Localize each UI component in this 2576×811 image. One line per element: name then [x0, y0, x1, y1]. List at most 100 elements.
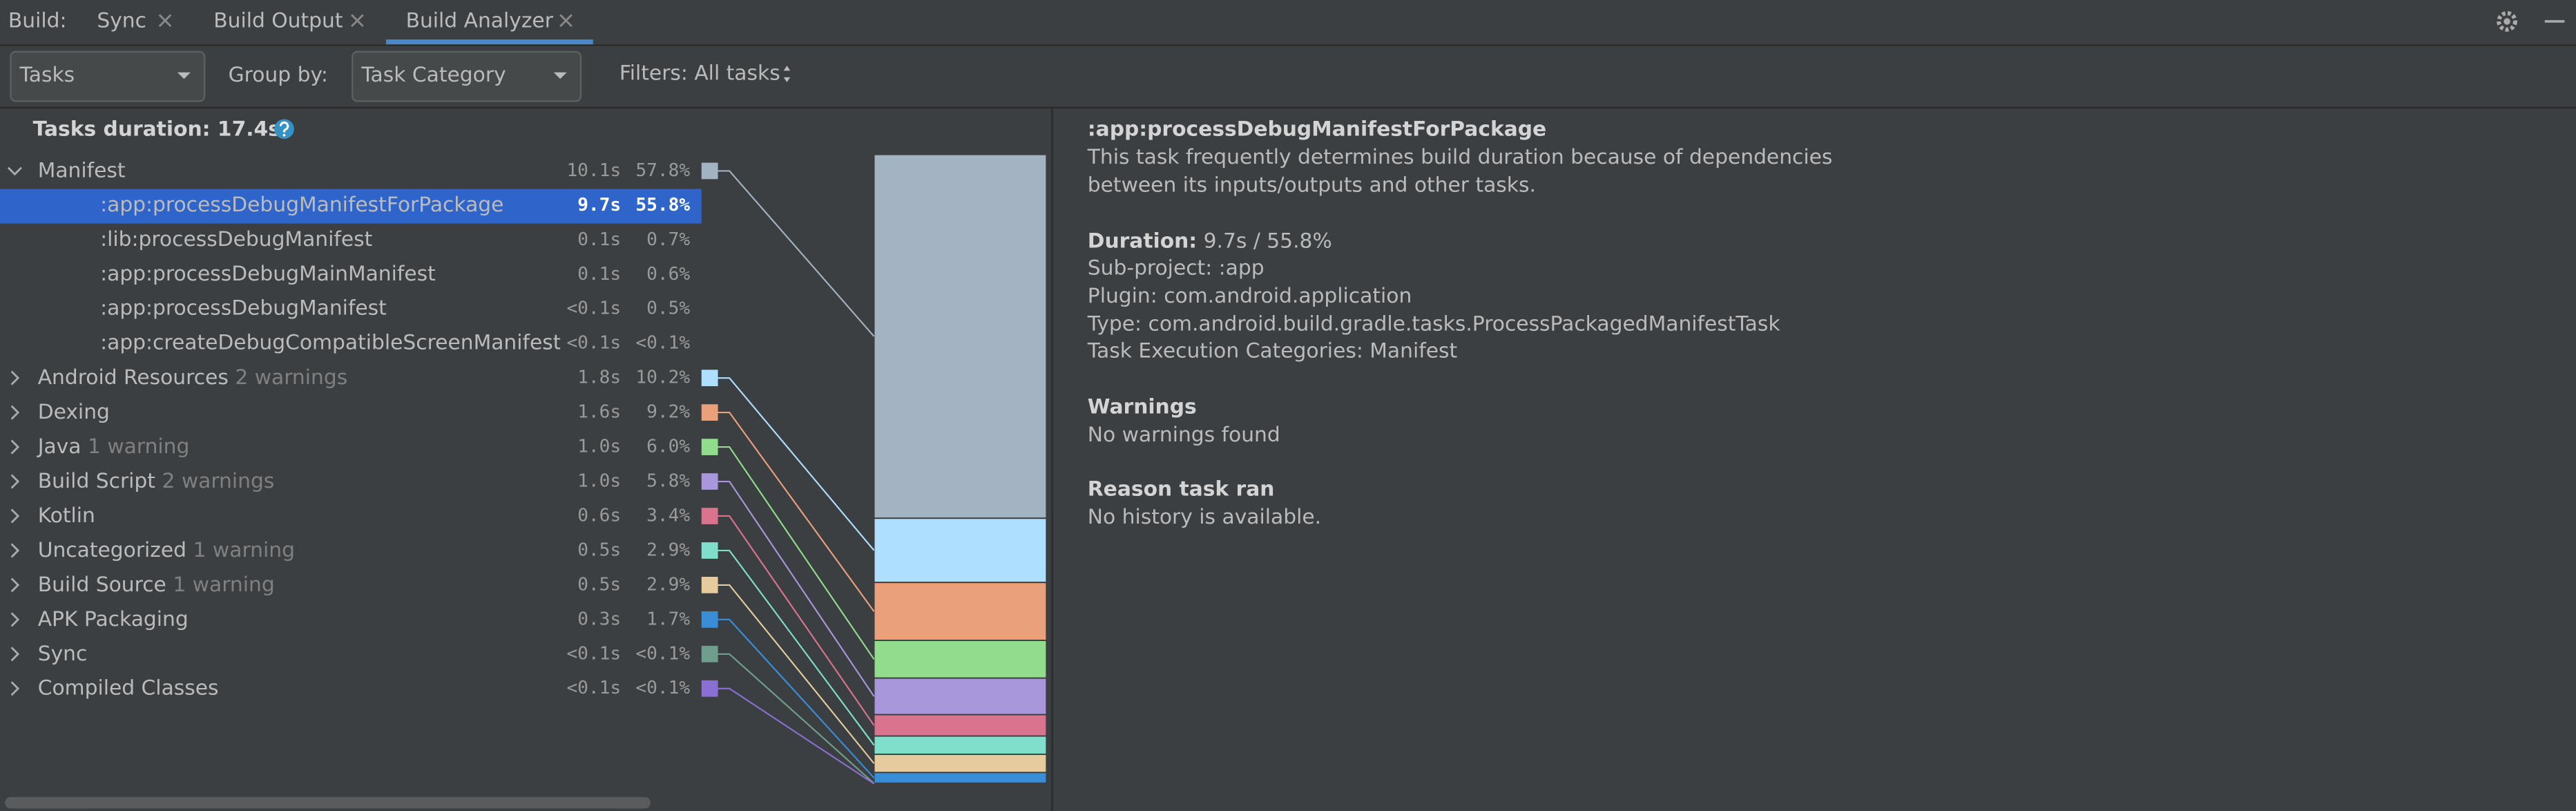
tab[interactable]: Build Output [213, 8, 343, 32]
close-icon[interactable] [351, 14, 364, 28]
detail-property: Type: com.android.build.gradle.tasks.Pro… [1087, 312, 1781, 336]
detail-property: Plugin: com.android.application [1088, 284, 1412, 308]
detail-description: between its inputs/outputs and other tas… [1088, 173, 1536, 197]
category-name: Java [37, 435, 81, 459]
category-row[interactable]: Uncategorized 1 warning [38, 537, 295, 562]
tab-bar [0, 0, 2576, 45]
percent: 6.0% [646, 437, 690, 457]
collapse-icon[interactable] [7, 166, 22, 176]
expand-icon[interactable] [10, 543, 20, 558]
category-row[interactable]: Manifest [38, 158, 126, 182]
duration-label: Duration: [1088, 229, 1197, 253]
connector [718, 446, 875, 660]
category-name: Build Script [38, 469, 155, 493]
warning-note: 1 warning [88, 435, 189, 459]
connector [718, 687, 875, 785]
detail-title: :app:processDebugManifestForPackage [1088, 117, 1546, 141]
category-row[interactable]: Android Resources 2 warnings [38, 365, 347, 390]
category-row[interactable]: Sync [38, 641, 88, 665]
task-duration: 0.1s [577, 229, 621, 250]
category-row[interactable]: APK Packaging [38, 607, 189, 631]
percent: 10.2% [635, 368, 690, 388]
percent: <0.1% [635, 678, 690, 698]
category-name: Kotlin [38, 503, 95, 527]
task-name[interactable]: :app:processDebugManifestForPackage [100, 193, 503, 217]
task-percent: 0.7% [646, 229, 690, 250]
bar-segment [873, 517, 1048, 584]
duration: 1.6s [577, 402, 621, 423]
filter-arrows [783, 66, 791, 82]
duration: 1.0s [577, 471, 621, 492]
percent: 5.8% [646, 471, 690, 492]
group-by-combo[interactable] [352, 50, 582, 102]
bar-segment [873, 735, 1048, 755]
expand-icon[interactable] [10, 474, 20, 489]
task-percent: 55.8% [635, 195, 690, 216]
category-row[interactable]: Java 1 warning [37, 435, 190, 459]
filters[interactable]: Filters: All tasks [619, 61, 780, 86]
percent: 3.4% [646, 505, 690, 526]
category-row[interactable]: Kotlin [38, 503, 95, 527]
scrollbar[interactable] [5, 796, 651, 809]
percent: <0.1% [635, 643, 690, 664]
expand-icon[interactable] [10, 647, 20, 662]
connector [718, 170, 875, 337]
color-swatch [701, 508, 718, 524]
percent: 9.2% [646, 402, 690, 423]
task-duration: <0.1s [566, 333, 621, 354]
color-swatch [701, 576, 718, 593]
connector [718, 653, 875, 784]
tab[interactable]: Sync [97, 8, 146, 32]
expand-icon[interactable] [10, 612, 20, 627]
expand-icon[interactable] [10, 578, 20, 593]
duration: 0.6s [577, 505, 621, 526]
tasks-duration: Tasks duration: 17.4s [33, 117, 280, 141]
color-swatch [701, 611, 718, 628]
duration-value: 9.7s / 55.8% [1204, 229, 1332, 253]
task-duration: 0.1s [577, 264, 621, 285]
color-swatch [701, 439, 718, 455]
category-name: Compiled Classes [38, 676, 219, 700]
task-duration: <0.1s [566, 298, 621, 319]
duration: 0.5s [577, 574, 621, 595]
category-row[interactable]: Build Script 2 warnings [38, 469, 275, 493]
task-name[interactable]: :app:processDebugManifest [100, 296, 387, 321]
connector [718, 549, 875, 746]
task-name[interactable]: :app:processDebugMainManifest [100, 262, 436, 286]
tab[interactable]: Build Analyzer [406, 8, 554, 32]
section-text: No warnings found [1088, 423, 1280, 447]
bar-segment [873, 153, 1048, 519]
category-row[interactable]: Compiled Classes [38, 676, 219, 700]
bar-segment [873, 714, 1048, 737]
detail-property: Sub-project: :app [1088, 256, 1265, 280]
bar-segment [873, 582, 1048, 641]
percent: 2.9% [646, 540, 690, 560]
connector [718, 618, 875, 779]
percent: 1.7% [646, 609, 690, 629]
bar-segment [873, 753, 1048, 774]
task-percent: 0.6% [646, 264, 690, 285]
expand-icon[interactable] [10, 681, 20, 696]
duration: 1.8s [577, 368, 621, 388]
percent: 57.8% [635, 160, 690, 181]
view-combo[interactable] [10, 50, 206, 102]
expand-icon[interactable] [10, 439, 20, 455]
help-icon[interactable] [274, 119, 294, 140]
close-icon[interactable] [158, 14, 172, 28]
connector [718, 412, 875, 612]
category-row[interactable]: Build Source 1 warning [38, 572, 275, 596]
settings-icon[interactable] [2497, 11, 2517, 32]
close-icon[interactable] [559, 14, 573, 28]
connector [718, 584, 875, 764]
category-name: Manifest [38, 158, 126, 182]
task-name[interactable]: :app:createDebugCompatibleScreenManifest… [100, 331, 572, 355]
task-name[interactable]: :lib:processDebugManifest [100, 227, 372, 251]
expand-icon[interactable] [10, 508, 20, 524]
category-name: APK Packaging [38, 607, 189, 631]
detail-duration: Duration: 9.7s / 55.8% [1088, 229, 1332, 253]
category-row[interactable]: Dexing [38, 400, 110, 424]
category-name: Dexing [38, 400, 110, 424]
expand-icon[interactable] [10, 405, 20, 420]
expand-icon[interactable] [10, 370, 20, 385]
